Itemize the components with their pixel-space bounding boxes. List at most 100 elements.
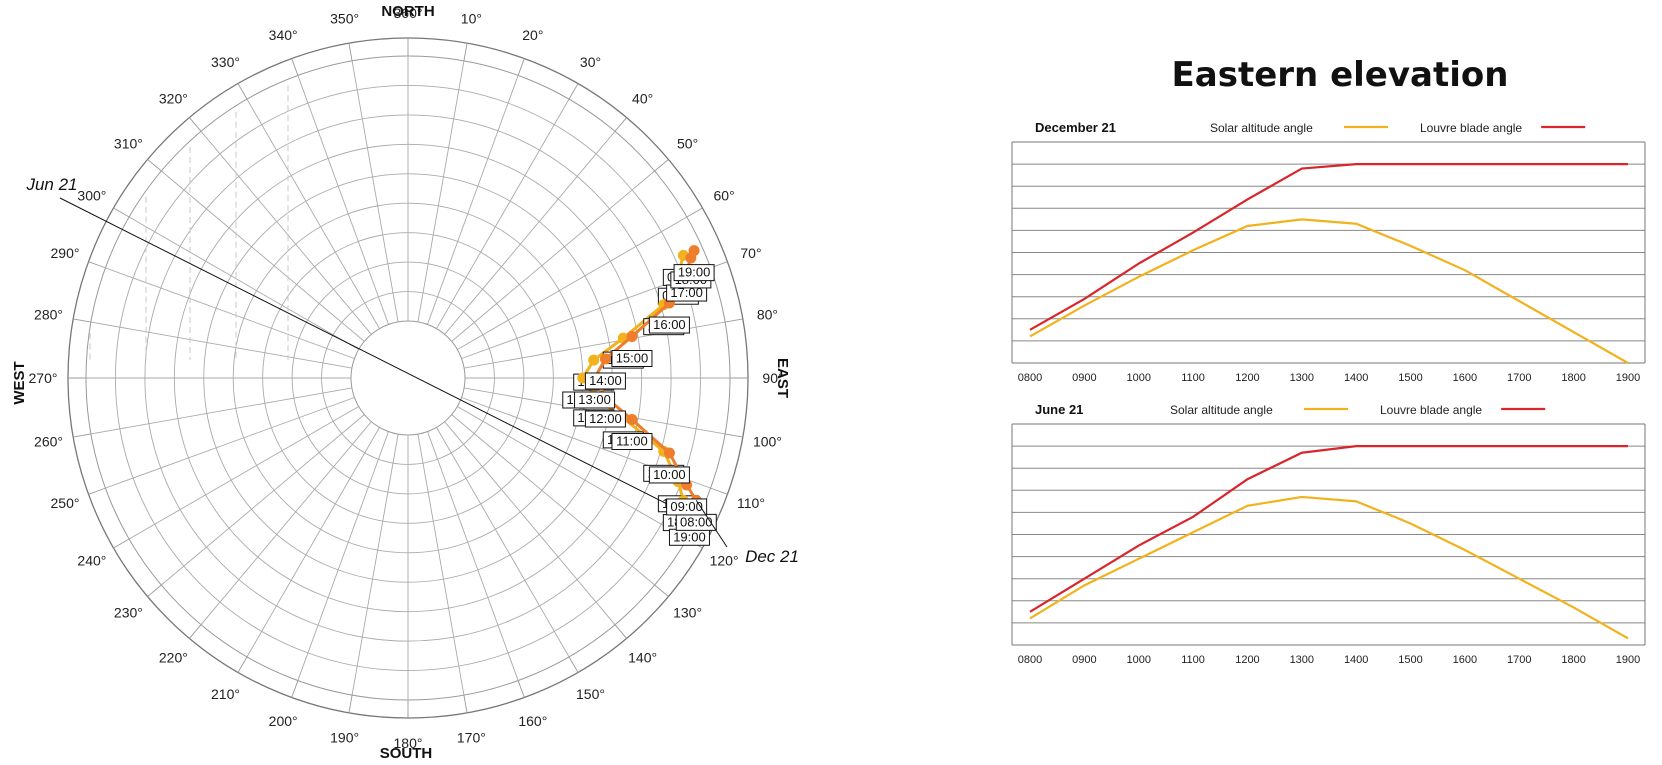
bearing-line-340 [297,75,389,325]
bearing-label-340: 340° [269,27,298,43]
time-label: 17:00 [670,285,703,300]
sun-path-point [588,354,600,366]
time-label: 08:00 [680,514,713,529]
bearing-label-170: 170° [457,729,486,745]
june-line-chart: 0102030405060708090100080009001000110012… [1011,402,1646,666]
bearing-tick-30 [568,83,579,100]
bearing-line-320 [200,131,372,335]
bearing-line-350 [351,60,399,322]
bearing-label-90: 90° [762,370,783,386]
bearing-label-260: 260° [34,433,63,449]
series-label-leader [59,197,690,516]
bearing-line-210 [246,427,380,658]
x-tick-labels: 0800 0900 1000 1100 1200 1300 1400 1500 1600 1700… [1018,372,1640,384]
legend: Solar altitude angle Louvre blade angle [1210,121,1586,135]
bearing-line-260 [90,387,352,435]
sun-path-point [626,330,638,342]
x-tick-label: 1500 [1398,654,1422,666]
x-tick-label: 1600 [1453,654,1477,666]
bearing-tick-340 [291,58,299,76]
time-label-box [584,372,626,390]
bearing-label-150: 150° [576,686,605,702]
december-line-chart: 0102030405060708090100080009001000110012… [1011,120,1646,384]
bearing-tick-300 [113,207,130,218]
zenith-circle [350,320,466,436]
bearing-line-50 [451,170,655,342]
bearing-line-130 [451,414,655,586]
legend-label: Louvre blade angle [1420,121,1522,135]
bearing-label-180: 180° [394,735,423,751]
bearing-labels: 10° 20° 30° 40° 50° 60° 70° 80° 90° 100° 110° 120° 1… [29,5,784,751]
compass-east: EAST [774,358,791,398]
bearing-label-250: 250° [51,495,80,511]
bearing-tick-350 [348,43,353,61]
x-tick-label: 1500 [1398,372,1422,384]
x-tick-label: 1800 [1561,654,1585,666]
bearing-label-40: 40° [632,90,653,106]
time-label-box [611,433,653,451]
bearing-label-230: 230° [114,605,143,621]
bearing-label-360: 360° [394,5,423,21]
legend-label: Louvre blade angle [1380,403,1482,417]
bearing-tick-80 [725,318,743,323]
series-line-0 [1029,495,1629,640]
bearing-line-10 [417,60,465,322]
bearing-tick-250 [88,487,106,495]
bearing-tick-200 [291,680,299,698]
compass-labels: NORTH SOUTH EAST WEST [11,3,791,762]
x-tick-label: 1800 [1561,372,1585,384]
x-tick-label: 1600 [1453,372,1477,384]
bearing-tick-130 [654,584,669,597]
bearing-tick-60 [686,207,703,218]
bearing-label-10: 10° [461,11,482,27]
time-label-box [611,349,653,367]
bearing-tick-170 [463,695,468,713]
time-label: 10:00 [653,467,686,482]
bearing-label-330: 330° [211,54,240,70]
time-label-box [648,316,690,334]
december-chart-title: December 21 [1035,120,1116,135]
sun-path-point [688,245,700,257]
bearing-tick-100 [725,433,743,438]
x-tick-label: 0900 [1072,654,1096,666]
x-tick-label: 1700 [1507,654,1531,666]
bearing-line-20 [427,75,519,325]
series-label: Dec 21 [745,547,799,566]
time-label: 19:00 [673,529,706,544]
x-tick-label: 1300 [1290,372,1314,384]
time-label-box [666,498,708,516]
series-label-leader [695,500,728,548]
bearing-label-220: 220° [159,650,188,666]
x-tick-label: 1000 [1126,654,1150,666]
bearing-tick-110 [710,487,728,495]
time-label-box [584,410,626,428]
x-tick-label: 1100 [1181,372,1205,384]
bearing-tick-190 [348,695,353,713]
time-label: 14:00 [589,373,622,388]
bearing-tick-330 [237,83,248,100]
time-label: 12:00 [589,411,622,426]
bearing-line-330 [246,98,380,329]
bearing-label-280: 280° [34,307,63,323]
bearing-line-300 [128,216,359,350]
bearing-line-220 [200,421,372,625]
bearing-tick-150 [568,656,579,673]
bearing-tick-210 [237,656,248,673]
bearing-label-80: 80° [757,307,778,323]
x-tick-label: 1400 [1344,372,1368,384]
bearing-label-300: 300° [77,188,106,204]
legend: Solar altitude angle Louvre blade angle [1170,403,1546,417]
polar-grid [67,37,749,719]
bearing-label-20: 20° [522,27,543,43]
time-label: 11:00 [616,434,648,449]
bearing-label-70: 70° [740,245,761,261]
bearing-line-280 [90,321,352,369]
bearing-tick-320 [189,117,202,132]
series-line-1 [1029,162,1628,331]
bearing-tick-310 [147,159,162,172]
sun-path-point [663,447,675,459]
compass-west: WEST [11,361,28,404]
x-tick-labels: 0800 0900 1000 1100 1200 1300 1400 1500 1600 1700… [1018,654,1640,666]
x-tick-label: 0800 [1018,372,1042,384]
